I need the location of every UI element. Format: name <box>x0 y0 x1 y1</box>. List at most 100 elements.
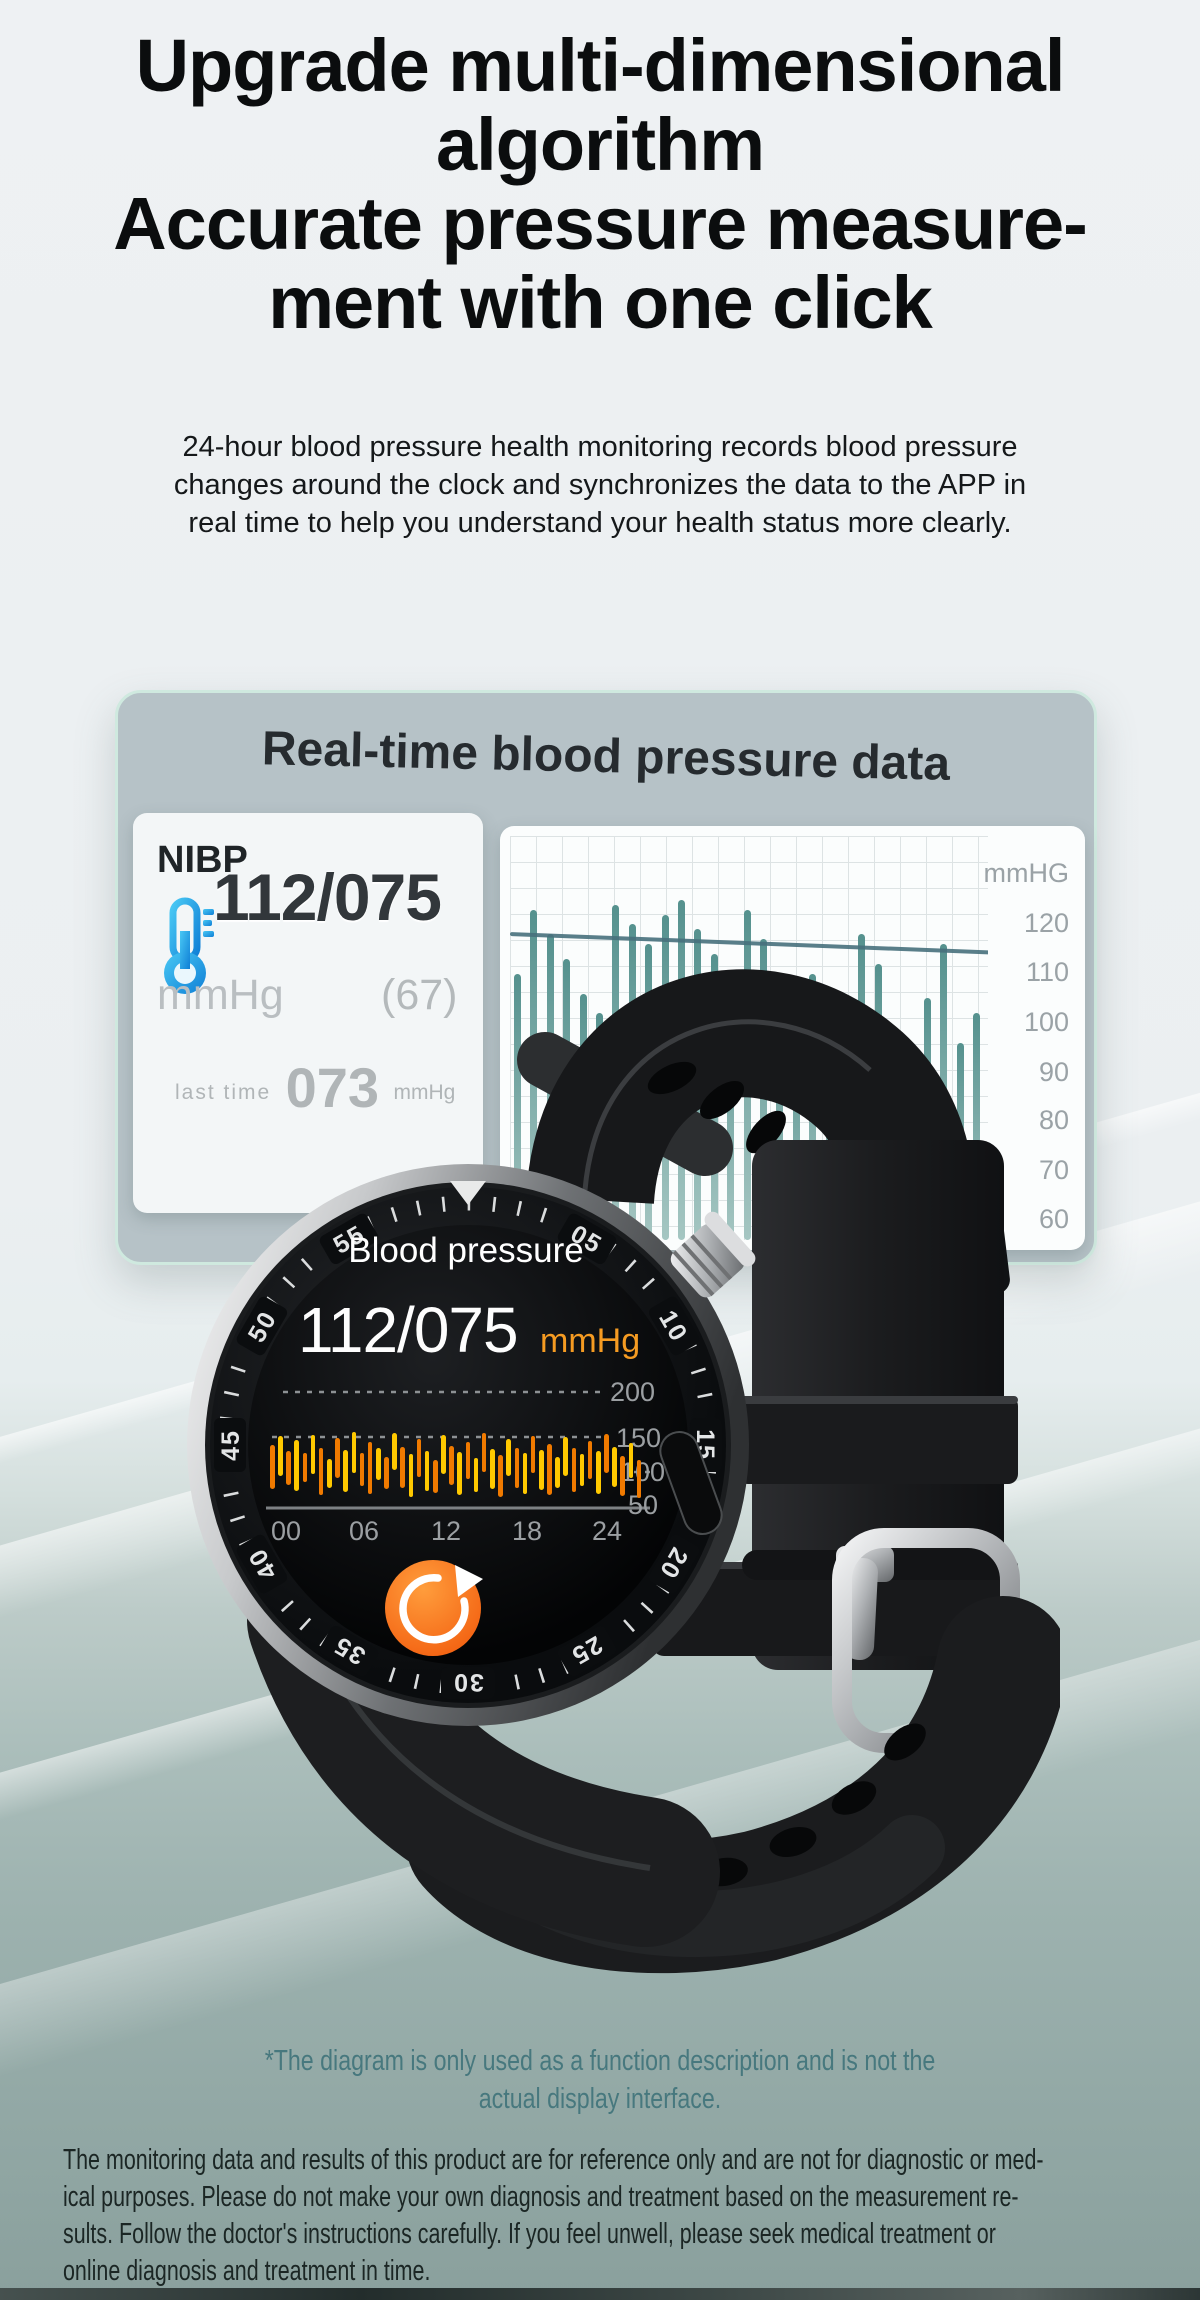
bar <box>457 1452 463 1496</box>
watch-chart-bars <box>270 1391 646 1505</box>
last-time-label: last time <box>175 1081 272 1104</box>
nibp-last-row: last time 073 mmHg <box>175 1055 455 1120</box>
watch-side-button <box>659 1431 723 1535</box>
watch-screen-ui: Blood pressure 112/075 mmHg 200 150 100 … <box>266 1231 665 1656</box>
headline-line-1: Upgrade multi-dimensional <box>135 24 1066 107</box>
watch-y-ticks: 200 150 100 50 <box>610 1377 665 1520</box>
bar <box>433 1460 438 1493</box>
thermometer-icon <box>153 897 217 1006</box>
bar <box>375 1448 381 1481</box>
bar <box>465 1441 471 1479</box>
bar <box>367 1442 373 1494</box>
bar <box>408 1454 414 1497</box>
watch-y-tick: 100 <box>620 1457 665 1487</box>
bar <box>473 1458 479 1493</box>
watch-x-tick: 00 <box>271 1516 301 1546</box>
bar <box>351 1431 357 1473</box>
watch-reading: 112/075 <box>298 1294 518 1366</box>
y-axis-unit: mmHG <box>983 858 1069 888</box>
bar <box>628 1443 634 1478</box>
nibp-pulse: (67) <box>381 971 458 1019</box>
bar <box>555 1456 560 1489</box>
card-title: Real-time blood pressure data <box>261 722 951 791</box>
bezel-triangle-marker <box>450 1181 486 1205</box>
buckle-prong <box>844 1557 878 1661</box>
watch-y-tick: 50 <box>628 1490 658 1520</box>
disclaimer-line: The monitoring data and results of this … <box>63 2144 1044 2176</box>
bar <box>636 1459 642 1499</box>
watch-x-tick: 24 <box>592 1516 622 1546</box>
bar <box>604 1434 609 1473</box>
bar <box>538 1449 544 1490</box>
watch-screen-title: Blood pressure <box>348 1231 583 1270</box>
bar <box>587 1440 593 1480</box>
bar <box>620 1455 626 1496</box>
footnote-line: actual display interface. <box>478 2083 722 2115</box>
bar <box>530 1435 536 1474</box>
bar <box>522 1452 528 1494</box>
bar <box>481 1432 487 1472</box>
disclaimer-line: online diagnosis and treatment in time. <box>63 2255 431 2287</box>
watch-y-tick: 150 <box>616 1423 661 1453</box>
intro-line: 24-hour blood pressure health monitoring… <box>182 431 1018 463</box>
last-time-value: 073 <box>285 1056 380 1119</box>
refresh-button <box>385 1560 483 1656</box>
watch-x-ticks: 00 06 12 18 24 <box>271 1516 622 1546</box>
footnote: *The diagram is only used as a function … <box>0 2042 1200 2118</box>
bar <box>424 1450 430 1491</box>
y-tick: 80 <box>1038 1105 1069 1135</box>
y-tick: 60 <box>1038 1204 1069 1234</box>
bar <box>596 1451 601 1495</box>
bezel-number: 45 <box>217 1429 245 1461</box>
refresh-icon <box>399 1573 469 1644</box>
intro-line: changes around the clock and synchronize… <box>173 469 1027 501</box>
headline-line-3: Accurate pressure measure- <box>113 182 1088 265</box>
bezel-number: 30 <box>452 1668 484 1696</box>
y-tick: 90 <box>1038 1057 1069 1087</box>
bar <box>727 983 735 1240</box>
bar <box>270 1445 275 1490</box>
y-tick: 120 <box>1023 908 1069 938</box>
bar <box>571 1448 577 1493</box>
bar <box>392 1433 397 1471</box>
bar <box>547 1443 552 1496</box>
bar <box>490 1449 495 1490</box>
bar <box>310 1434 316 1475</box>
nibp-label: NIBP <box>157 839 248 881</box>
bar <box>302 1452 308 1482</box>
bar <box>441 1434 446 1475</box>
bar <box>514 973 521 1240</box>
bar <box>973 1013 981 1240</box>
watch-y-tick: 200 <box>610 1377 655 1407</box>
last-time-unit: mmHg <box>393 1081 456 1104</box>
right-strap <box>652 1140 1020 1753</box>
disclaimer: The monitoring data and results of this … <box>63 2142 1140 2290</box>
bar <box>294 1440 300 1491</box>
bar <box>506 1438 511 1476</box>
footnote-line: *The diagram is only used as a function … <box>264 2045 936 2077</box>
watch-x-tick: 12 <box>431 1516 461 1546</box>
bar <box>449 1446 454 1486</box>
y-tick: 70 <box>1038 1155 1069 1185</box>
nibp-panel: NIBP 112/075 mmH <box>133 813 483 1213</box>
bottom-strip <box>0 2288 1200 2300</box>
intro-line: real time to help you understand your he… <box>188 507 1012 539</box>
bar <box>384 1457 389 1490</box>
nibp-reading: 112/075 <box>213 860 442 934</box>
intro-paragraph: 24-hour blood pressure health monitoring… <box>0 428 1200 542</box>
bar <box>359 1452 365 1487</box>
bar <box>498 1455 503 1497</box>
bar <box>514 1447 520 1488</box>
disclaimer-line: sults. Follow the doctor's instructions … <box>63 2218 996 2250</box>
bar <box>400 1446 405 1488</box>
watch-reading-unit: mmHg <box>540 1322 640 1360</box>
bar <box>792 1037 800 1240</box>
watch-crown <box>670 1211 756 1298</box>
bar <box>612 1446 617 1487</box>
bar <box>278 1436 283 1476</box>
bar <box>563 1437 568 1477</box>
smartwatch: 05 10 15 20 25 30 35 40 45 50 55 Blood p… <box>187 969 1060 1974</box>
watch-x-tick: 18 <box>512 1516 542 1546</box>
page-title: Upgrade multi-dimensional algorithm Accu… <box>0 26 1200 342</box>
